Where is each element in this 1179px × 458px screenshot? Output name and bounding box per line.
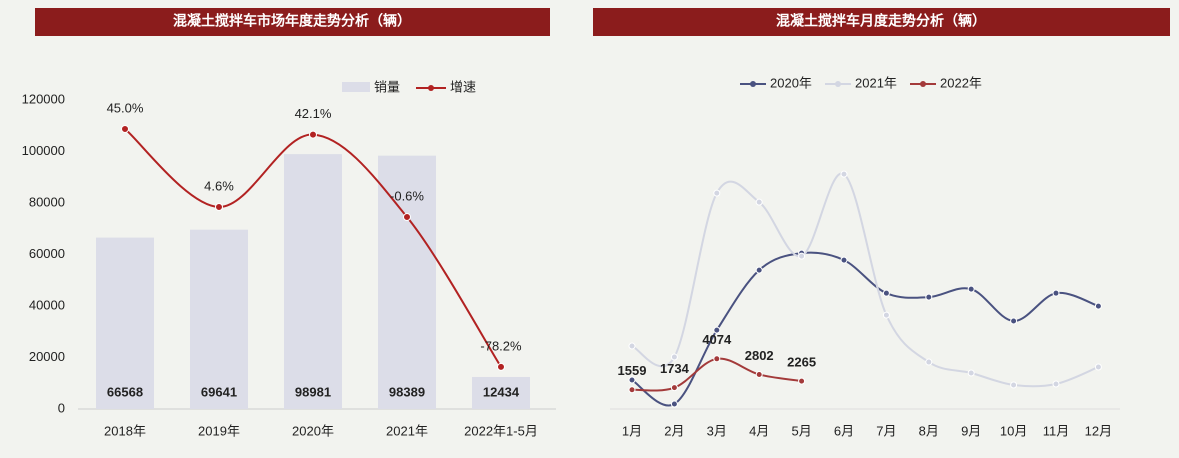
series-point: [840, 256, 848, 264]
y-tick-label: 40000: [29, 297, 65, 312]
series-point: [1010, 317, 1018, 325]
x-tick-label: 2018年: [104, 423, 146, 438]
growth-label: 4.6%: [204, 178, 234, 193]
legend-swatch: [920, 81, 926, 87]
x-tick-label: 2020年: [292, 423, 334, 438]
y-tick-label: 0: [58, 400, 65, 415]
bar-label: 66568: [107, 384, 143, 399]
bar: [284, 154, 342, 409]
bar: [378, 155, 436, 409]
y-tick-label: 60000: [29, 246, 65, 261]
bar-label: 98389: [389, 384, 425, 399]
x-tick-label: 12月: [1085, 423, 1112, 438]
series-point: [628, 376, 636, 384]
x-tick-label: 11月: [1043, 423, 1070, 438]
y-tick-label: 80000: [29, 194, 65, 209]
series-line: [631, 357, 802, 392]
series-point: [967, 285, 975, 293]
series-point: [1094, 363, 1102, 371]
growth-point: [215, 202, 223, 211]
series-point: [713, 326, 721, 334]
bar: [472, 376, 530, 409]
x-tick-label: 2022年1-5月: [464, 423, 538, 438]
series-point: [1094, 302, 1102, 310]
legend-swatch: [835, 81, 841, 87]
series-point: [628, 386, 636, 394]
series-point: [755, 266, 763, 274]
growth-label: 45.0%: [107, 100, 144, 115]
series-point: [798, 252, 806, 260]
x-tick-label: 3月: [707, 423, 727, 438]
x-tick-label: 2月: [664, 423, 684, 438]
series-point: [925, 358, 933, 366]
legend-label: 增速: [450, 79, 476, 94]
point-label: 1559: [618, 363, 647, 378]
series-point: [1010, 381, 1018, 389]
legend-swatch: [342, 82, 370, 92]
x-tick-label: 7月: [876, 423, 896, 438]
growth-point: [403, 213, 411, 222]
series-point: [713, 355, 721, 363]
chart-title: 混凝土搅拌车月度走势分析（辆）: [776, 13, 986, 29]
x-tick-label: 9月: [961, 423, 981, 438]
y-tick-label: 20000: [29, 349, 65, 364]
legend-label: 2020年: [770, 75, 812, 90]
x-tick-label: 10月: [1000, 423, 1027, 438]
x-tick-label: 1月: [622, 423, 642, 438]
series-point: [967, 369, 975, 377]
x-tick-label: 5月: [791, 423, 811, 438]
point-label: 2265: [787, 355, 816, 370]
title-bar: [35, 8, 550, 36]
growth-label: -0.6%: [390, 188, 424, 203]
legend-swatch: [750, 81, 756, 87]
series-point: [798, 377, 806, 385]
bar: [190, 229, 248, 409]
growth-label: 42.1%: [295, 106, 332, 121]
series-point: [1052, 380, 1060, 388]
y-tick-label: 120000: [22, 91, 65, 106]
series-point: [925, 293, 933, 301]
series-point: [670, 400, 678, 408]
series-point: [713, 189, 721, 197]
series-point: [670, 384, 678, 392]
legend-swatch: [428, 85, 434, 91]
series-point: [755, 370, 763, 378]
legend-label: 2021年: [855, 75, 897, 90]
series-line: [631, 172, 1099, 388]
bar: [96, 237, 154, 409]
point-label: 2802: [745, 348, 774, 363]
point-label: 1734: [660, 361, 690, 376]
growth-label: -78.2%: [480, 338, 522, 353]
bar-label: 12434: [483, 384, 520, 399]
y-tick-label: 100000: [22, 143, 65, 158]
x-tick-label: 2019年: [198, 423, 240, 438]
bar-label: 69641: [201, 384, 237, 399]
series-point: [1052, 289, 1060, 297]
bar-label: 98981: [295, 384, 331, 399]
point-label: 4074: [702, 332, 732, 347]
growth-point: [309, 130, 317, 139]
x-tick-label: 6月: [834, 423, 854, 438]
title-bar: [593, 8, 1170, 36]
legend-label: 销量: [374, 79, 400, 94]
series-point: [840, 170, 848, 178]
series-point: [670, 353, 678, 361]
x-tick-label: 8月: [919, 423, 939, 438]
series-line: [631, 251, 1099, 407]
legend-label: 2022年: [940, 75, 982, 90]
growth-point: [497, 362, 505, 371]
series-point: [628, 342, 636, 350]
x-tick-label: 2021年: [386, 423, 428, 438]
series-point: [755, 198, 763, 206]
chart-title: 混凝土搅拌车市场年度走势分析（辆）: [173, 13, 411, 29]
series-point: [882, 311, 890, 319]
growth-point: [121, 124, 129, 133]
series-point: [882, 289, 890, 297]
x-tick-label: 4月: [749, 423, 769, 438]
